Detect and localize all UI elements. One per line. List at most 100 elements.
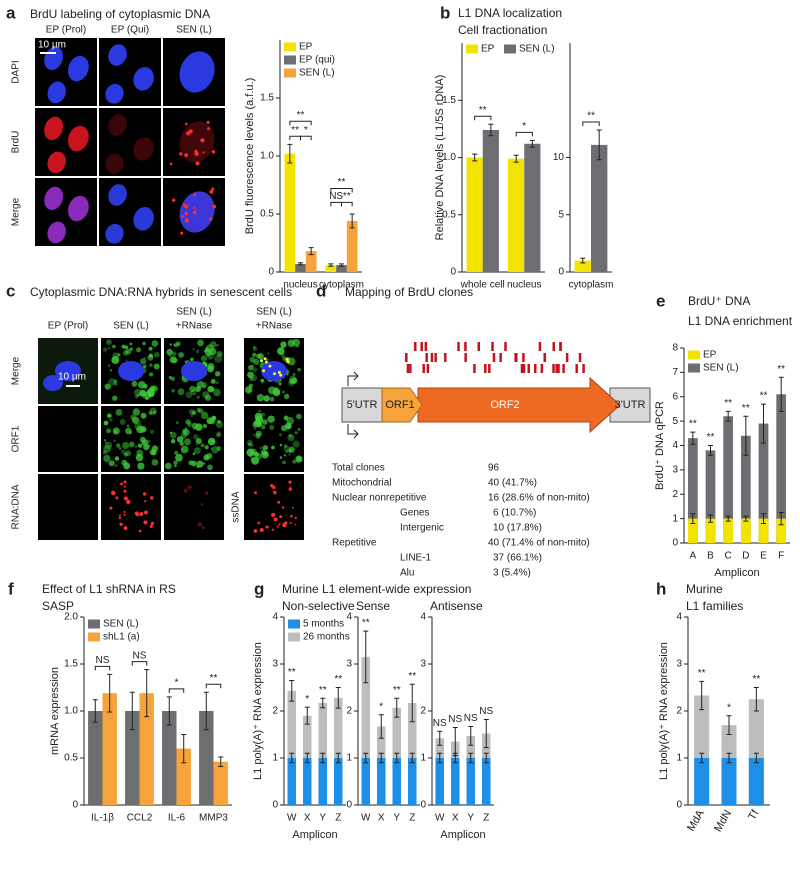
error-bar (218, 756, 224, 767)
error-bar (708, 514, 713, 523)
clone-position (582, 364, 585, 373)
hybrid-signal (123, 489, 127, 493)
orf1-signal (121, 459, 128, 466)
hybrid-signal (200, 503, 204, 506)
x-tick-label: MMP3 (199, 813, 228, 824)
nucleus (44, 186, 64, 211)
orf1-arrow (381, 387, 423, 423)
bar (302, 758, 312, 805)
y-axis-label: L1 poly(A)⁺ RNA expression (658, 642, 670, 780)
bar (687, 518, 698, 543)
legend-swatch (288, 619, 300, 629)
clone-position (405, 353, 408, 362)
error-bar (409, 683, 415, 723)
orf1-signal (204, 445, 209, 450)
significance-bracket (341, 201, 353, 207)
x-tick-label: E (760, 551, 767, 562)
x-tick-label: B (707, 551, 714, 562)
significance-label: ** (362, 618, 370, 629)
error-bar (690, 513, 696, 524)
bar (318, 758, 328, 805)
orf1-signal (123, 452, 128, 457)
orf1-signal (108, 378, 116, 386)
y-tick-label: 3 (272, 659, 278, 670)
x-tick-label: W (287, 813, 297, 824)
orf1-signal (142, 341, 146, 346)
orf1-signal (139, 392, 143, 396)
clone-position (504, 342, 507, 351)
orf1-signal (292, 440, 300, 448)
error-bar (166, 696, 172, 726)
legend-label: SEN (L) (703, 363, 739, 374)
error-bar (708, 445, 713, 456)
orf1-signal (195, 423, 203, 431)
bar (776, 518, 787, 543)
error-bar (452, 752, 458, 764)
hybrid-signal (288, 487, 292, 491)
hybrid-signal (205, 491, 209, 495)
y-tick-label: 10 (553, 152, 565, 163)
orf1-signal (176, 436, 184, 443)
clone-position (538, 342, 542, 351)
x-tick-label: Tf (746, 807, 762, 822)
column-label: +RNase (176, 321, 213, 332)
hybrid-signal (286, 360, 290, 364)
orf1-signal (279, 433, 283, 437)
orf1-signal (283, 393, 290, 400)
significance-label: * (522, 121, 526, 132)
clone-position (434, 353, 437, 362)
orf1-signal (149, 363, 153, 367)
hybrid-signal (118, 516, 122, 520)
gene-element: ORF1 (385, 399, 414, 411)
significance-label: ** (343, 191, 351, 202)
orf1-signal (174, 464, 177, 468)
orf1-signal (248, 364, 254, 371)
significance-label: NS (479, 706, 493, 717)
legend-swatch (88, 619, 100, 629)
hybrid-signal (201, 526, 205, 530)
significance-label: ** (707, 432, 715, 443)
orf1-signal (250, 374, 258, 382)
y-tick-label: 0 (676, 800, 682, 811)
cytoplasmic-dna (211, 187, 215, 191)
table-value: 40 (41.7%) (488, 478, 537, 489)
nucleus (108, 44, 127, 66)
y-tick-label: 0 (268, 267, 274, 278)
bar (325, 265, 337, 272)
x-tick-label: whole cell (460, 280, 505, 291)
y-tick-label: 8 (672, 343, 678, 354)
y-tick-label: 0 (672, 538, 678, 549)
hybrid-signal (119, 522, 123, 527)
cytoplasmic-dna (207, 127, 211, 131)
error-bar (580, 257, 586, 264)
x-tick-label: nucleus (283, 280, 317, 291)
error-bar (129, 691, 135, 731)
bar (466, 157, 483, 272)
clone-position (464, 342, 467, 351)
x-tick-label: D (742, 551, 749, 562)
x-tick-label: W (435, 813, 445, 824)
chart-title: Effect of L1 shRNA in RS (42, 582, 176, 596)
orf1-signal (253, 358, 260, 366)
error-bar (339, 263, 344, 267)
orf1-signal (104, 383, 111, 390)
hybrid-signal (253, 529, 258, 533)
orf1-signal (175, 453, 183, 462)
hybrid-signal (115, 496, 119, 500)
orf1-signal (260, 378, 264, 383)
orf1-signal (184, 438, 191, 446)
orf1-signal (174, 450, 179, 455)
hybrid-signal (142, 492, 147, 496)
error-bar (308, 247, 314, 256)
y-tick-label: 4 (672, 440, 678, 451)
y-tick-label: 6 (672, 391, 678, 402)
clone-position (540, 364, 544, 373)
orf1-signal (248, 383, 253, 388)
orf1-signal (297, 427, 301, 431)
significance-label: ** (338, 177, 346, 188)
cytoplasmic-dna (193, 193, 197, 197)
bar (392, 758, 402, 805)
orf1-signal (140, 358, 147, 365)
error-bar (761, 403, 766, 444)
x-tick-label: IL-6 (168, 813, 186, 824)
